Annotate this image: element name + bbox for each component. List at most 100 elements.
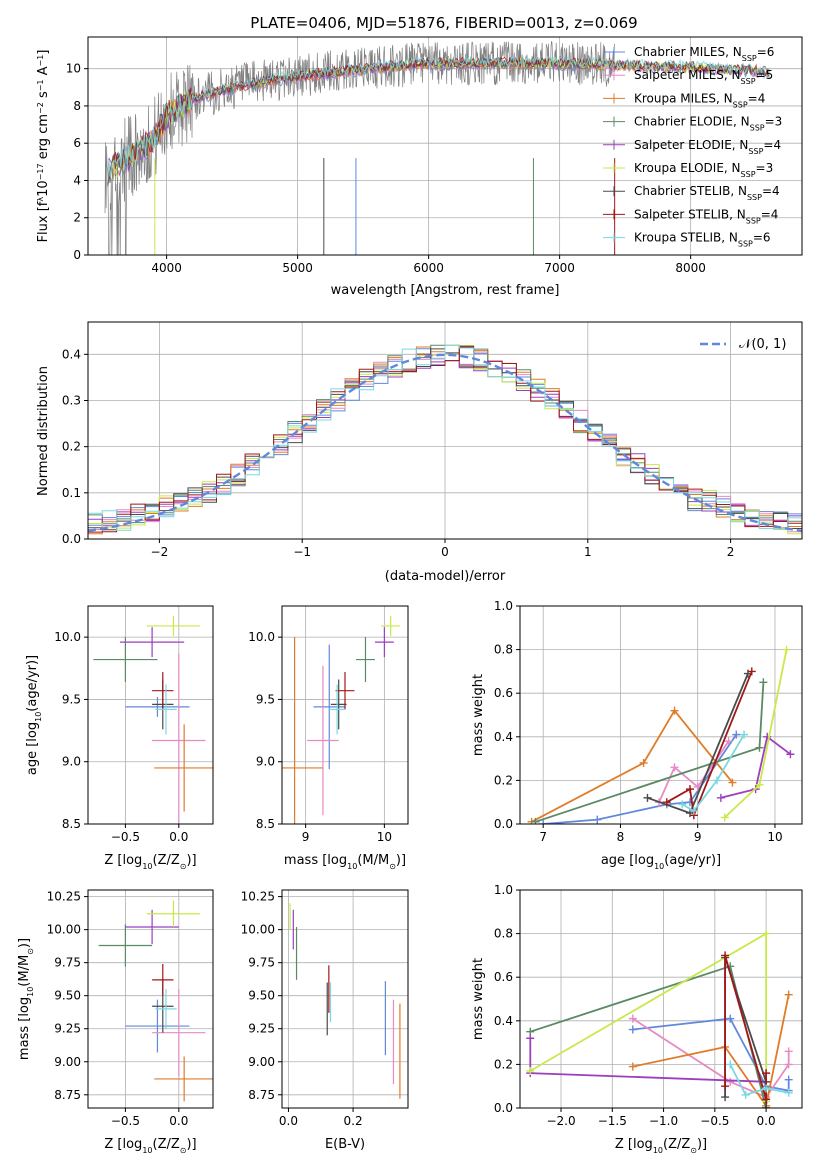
label-part: =4 [761,207,779,221]
tick-label-x: 7 [539,830,547,844]
label-part: erg cm [36,114,51,163]
axes-frame [519,889,803,1109]
weight-marker [670,763,679,772]
tick-label-y: 8.5 [62,817,81,831]
weight-marker [755,743,764,752]
gridlines [282,890,408,1108]
mass-vs-ebv-panel: 0.0 0.2 8.75 9.00 9.25 9.50 9.75 10.00 10.25 E(B-… [241,889,409,1152]
label-part: =3 [756,161,774,175]
tick-label-x: 0.0 [279,1114,298,1128]
legend-entry: Salpeter MILES, NSSP=5 [634,68,773,86]
axes-frame [281,889,409,1109]
y-axis-label: mass weight [471,958,486,1040]
label-part: ⊙ [690,1146,697,1155]
label-part: Z [log [615,1137,653,1152]
y-axis-label: Normed distribution [36,366,51,496]
tick-label-y: 10 [66,62,81,76]
mass-weight-vs-z-panel: −2.0 −1.5 −1.0 −0.5 0.0 0.0 0.2 0.4 0.6 0.8 1.0 Z [… [471,883,803,1155]
weight-marker [628,1014,637,1023]
tick-label-y: 0.6 [494,970,513,984]
weight-marker [762,929,771,938]
label-part: )] [396,853,406,868]
tick-label-y: 10.25 [47,890,81,904]
gridlines [88,606,213,825]
label-part: SSP [733,100,748,109]
label-part: SSP [741,170,756,179]
x-axis-label: Z [log10(Z/Z⊙)] [104,853,196,871]
legend-entry: Kroupa ELODIE, NSSP=3 [634,161,773,179]
tick-label-x: 10 [377,830,392,844]
label-part: SSP [742,54,757,63]
weight-series-line [531,709,734,823]
weight-marker [721,1093,730,1102]
tick-label-x: −0.5 [111,830,140,844]
weight-marker [784,1075,793,1084]
label-part: A [36,66,51,79]
figure-title: PLATE=0406, MJD=51876, FIBERID=0013, z=0… [250,14,637,32]
tick-label-y: 4 [73,173,81,187]
x-axis-label: (data-model)/error [385,569,506,584]
tick-label-x: 4000 [151,261,182,275]
tick-label-y: 0.4 [494,730,513,744]
tick-label-y: 8.5 [256,817,275,831]
label-part: ⊙ [26,948,35,955]
legend-entry: Kroupa STELIB, NSSP=6 [634,231,771,249]
label-part: (age/yr)] [25,655,40,712]
label-part: )] [697,1137,707,1152]
tick-label-y: 10.25 [241,890,275,904]
plot-area [104,41,770,255]
label-part: (Z/Z [153,1137,180,1152]
spectrum-panel: 4000 5000 6000 7000 8000 0 2 4 6 8 10 wavelength [A… [36,36,803,298]
tick-label-y: 0.6 [494,686,513,700]
label-part: SSP [748,146,763,155]
label-part: ] [36,50,51,55]
weight-marker [782,645,791,654]
label-part: Kroupa ELODIE, N [634,161,741,175]
weight-marker [628,1062,637,1071]
gridlines [88,890,213,1108]
weight-marker [759,678,768,687]
label-part: (age/yr)] [664,853,721,868]
weight-marker [531,817,540,824]
plot-area [98,900,213,1102]
axes-frame [87,36,803,256]
weight-marker [740,730,749,739]
label-part: 10 [653,1146,663,1155]
label-part: mass [log [284,853,347,868]
tick-label-y: 2 [73,211,81,225]
weight-series-line [720,735,791,799]
label-part: 10 [142,1146,152,1155]
tick-label-x: −0.5 [700,1114,729,1128]
label-part: =4 [748,91,766,105]
tick-label-y: 9.50 [248,989,275,1003]
tick-label-y: 6 [73,136,81,150]
mass-vs-z-panel: −0.5 0.0 8.75 9.00 9.25 9.50 9.75 10.00 10.25 Z [… [17,889,214,1155]
label-part: SSP [741,77,756,86]
tick-label-x: −1.5 [598,1114,627,1128]
tick-label-y: 0.4 [62,347,81,361]
label-part: 10 [654,862,664,871]
label-part: Salpeter STELIB, N [634,207,746,221]
label-part: 10 [142,862,152,871]
tick-label-x: 0 [441,545,449,559]
tick-label-x: 9 [694,830,702,844]
weight-marker [678,800,687,809]
weight-marker [726,1077,735,1086]
tick-label-x: 5000 [282,261,313,275]
tick-label-y: 1.0 [494,883,513,897]
tick-label-y: 9.0 [62,755,81,769]
legend-entry: Chabrier STELIB, NSSP=4 [634,184,780,202]
label-part: Kroupa MILES, N [634,91,733,105]
weight-series-line [529,1038,767,1083]
tick-label-x: 7000 [544,261,575,275]
age-vs-z-panel: −0.5 0.08.59.09.510.0Z [log10(Z/Z⊙)]age [… [25,605,214,871]
weight-series-line [681,734,745,813]
weight-marker [762,1095,771,1104]
weight-marker [662,798,671,807]
label-part: −2 [36,102,45,114]
tick-label-x: 0.2 [344,1114,363,1128]
